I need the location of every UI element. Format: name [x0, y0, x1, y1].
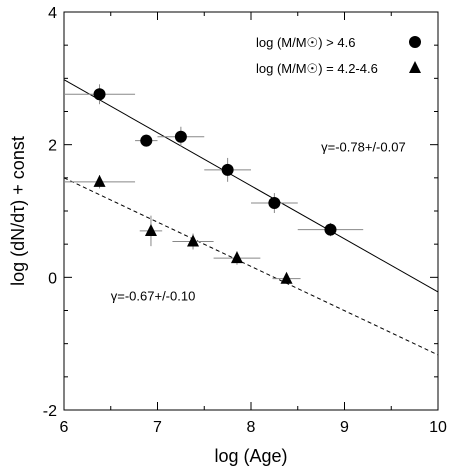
fit-lines [63, 79, 439, 356]
data-point-circle [174, 130, 187, 143]
y-axis-label: log (dN/dτ) + const [8, 136, 28, 286]
y-tick-label: 0 [48, 270, 57, 287]
legend-label: log (M/M☉) > 4.6 [256, 35, 355, 50]
axis-ticks: 6 7 8 9 10 -2 0 2 4 [43, 5, 447, 436]
x-tick-label: 6 [60, 419, 69, 436]
plot-area [63, 11, 439, 411]
x-axis-label: log (Age) [214, 446, 287, 466]
data-point-circle [268, 197, 281, 210]
y-tick-label: 4 [48, 5, 57, 22]
data-point-circle [221, 163, 234, 176]
y-tick-label: -2 [43, 403, 57, 420]
data-point-triangle [144, 223, 157, 236]
data-point-triangle [93, 174, 106, 187]
legend-label: log (M/M☉) = 4.2-4.6 [256, 61, 378, 76]
x-tick-label: 7 [153, 419, 162, 436]
data-point-triangle [230, 251, 243, 264]
legend-marker-circle [409, 36, 421, 48]
data-point-triangle [280, 271, 293, 284]
gamma-annotation: γ=-0.78+/-0.07 [321, 139, 406, 154]
error-bars [64, 84, 364, 284]
gamma-annotation: γ=-0.67+/-0.10 [111, 289, 196, 304]
data-point-circle [93, 88, 106, 101]
y-tick-label: 2 [48, 138, 57, 155]
x-tick-label: 8 [247, 419, 256, 436]
legend: log (M/M☉) > 4.6 log (M/M☉) = 4.2-4.6 [256, 35, 421, 76]
fit-line-dashed [63, 177, 439, 356]
x-tick-label: 10 [429, 419, 447, 436]
x-tick-label: 9 [340, 419, 349, 436]
data-markers [93, 88, 337, 284]
data-point-triangle [187, 234, 200, 247]
annotations: γ=-0.78+/-0.07 γ=-0.67+/-0.10 [111, 139, 406, 303]
fit-line-solid [63, 79, 439, 293]
data-point-circle [140, 134, 153, 147]
data-point-circle [324, 223, 337, 236]
legend-marker-triangle [409, 61, 421, 73]
